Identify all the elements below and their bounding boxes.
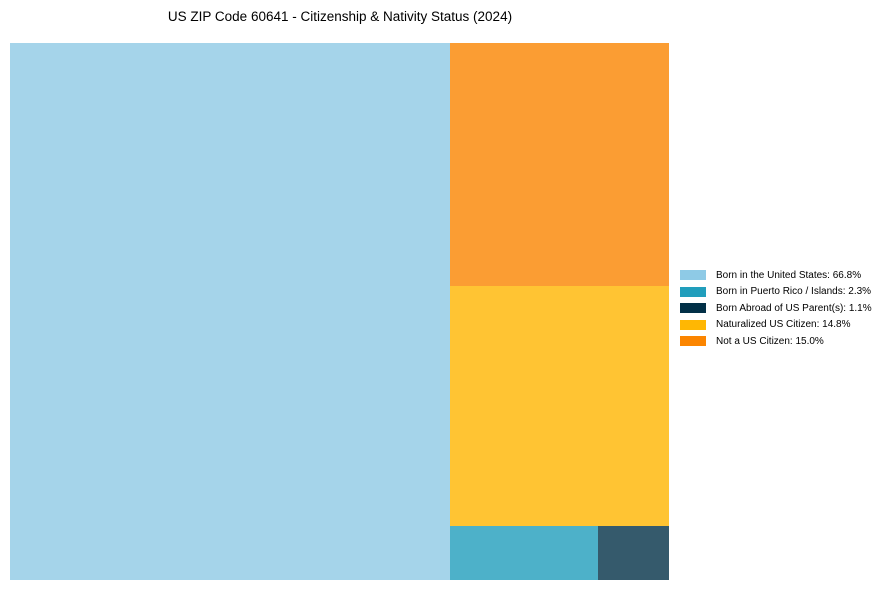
legend: Born in the United States: 66.8% Born in … xyxy=(680,267,872,350)
treemap-tile xyxy=(450,43,669,286)
legend-item: Born in the United States: 66.8% xyxy=(680,267,872,284)
legend-item: Naturalized US Citizen: 14.8% xyxy=(680,317,872,334)
legend-item: Born Abroad of US Parent(s): 1.1% xyxy=(680,300,872,317)
legend-swatch-icon xyxy=(680,336,706,347)
legend-label: Born in Puerto Rico / Islands: 2.3% xyxy=(716,286,872,298)
legend-item: Not a US Citizen: 15.0% xyxy=(680,333,872,350)
treemap-plot xyxy=(10,43,669,580)
treemap-tile xyxy=(10,43,450,580)
legend-label: Naturalized US Citizen: 14.8% xyxy=(716,319,851,331)
legend-label: Born in the United States: 66.8% xyxy=(716,269,862,281)
treemap-tile xyxy=(598,526,669,580)
legend-swatch-icon xyxy=(680,319,706,330)
legend-swatch-icon xyxy=(680,286,706,297)
legend-swatch-icon xyxy=(680,270,706,281)
legend-label: Born Abroad of US Parent(s): 1.1% xyxy=(716,302,872,314)
legend-swatch-icon xyxy=(680,303,706,314)
chart-title: US ZIP Code 60641 - Citizenship & Nativi… xyxy=(167,9,513,24)
legend-label: Not a US Citizen: 15.0% xyxy=(716,335,824,347)
treemap-tile xyxy=(450,286,669,526)
treemap-tile xyxy=(450,526,598,580)
legend-item: Born in Puerto Rico / Islands: 2.3% xyxy=(680,284,872,301)
